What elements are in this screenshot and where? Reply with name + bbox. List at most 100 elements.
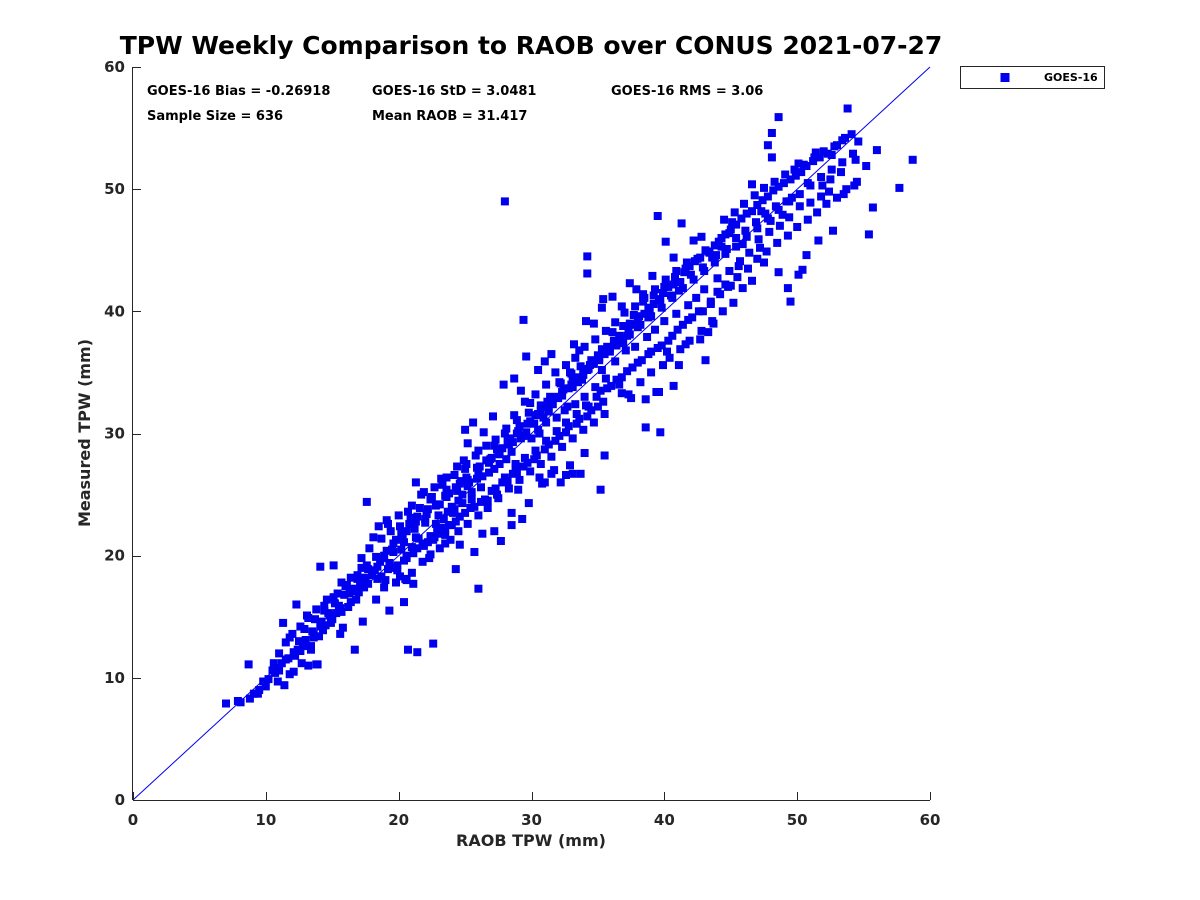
data-point	[738, 284, 747, 293]
data-point	[394, 511, 403, 520]
data-point	[661, 237, 670, 246]
data-point	[668, 331, 677, 340]
data-point	[244, 660, 253, 669]
x-tick-label: 0	[128, 811, 138, 829]
data-point	[641, 395, 650, 404]
x-tick-label: 60	[920, 811, 941, 829]
data-point	[763, 141, 772, 150]
data-point	[612, 375, 621, 384]
data-point	[668, 293, 677, 302]
data-point	[605, 347, 614, 356]
data-point	[451, 517, 460, 526]
data-point	[544, 407, 553, 416]
data-point	[826, 175, 835, 184]
data-point	[556, 379, 565, 388]
data-point	[591, 335, 600, 344]
data-point	[674, 361, 683, 370]
data-point	[524, 499, 533, 508]
data-point	[453, 462, 462, 471]
data-point	[601, 326, 610, 335]
data-point	[427, 493, 436, 501]
data-point	[591, 383, 600, 392]
data-point	[356, 581, 365, 589]
data-point	[288, 629, 297, 638]
data-point	[797, 168, 806, 177]
data-point	[385, 606, 394, 615]
data-point	[854, 137, 863, 146]
data-point	[491, 435, 500, 444]
data-point	[259, 677, 268, 686]
data-point	[868, 203, 877, 212]
stat-bias: GOES-16 Bias = -0.26918	[147, 84, 330, 99]
data-point	[647, 368, 656, 377]
data-point	[862, 162, 871, 170]
data-point	[523, 419, 532, 428]
data-point	[498, 478, 507, 487]
data-point	[672, 309, 681, 318]
data-point	[629, 311, 638, 319]
data-point	[526, 467, 535, 476]
data-point	[384, 565, 392, 574]
data-point	[500, 429, 509, 438]
data-point	[437, 474, 446, 483]
data-point	[554, 392, 563, 401]
data-point	[381, 576, 390, 585]
data-point	[358, 617, 367, 626]
data-point	[592, 392, 601, 401]
data-point	[386, 527, 395, 536]
data-point	[293, 645, 302, 654]
data-point	[564, 384, 573, 393]
data-point	[589, 418, 598, 427]
data-point	[442, 473, 451, 482]
data-point	[429, 639, 438, 648]
data-point	[370, 566, 379, 575]
data-point	[449, 508, 458, 517]
data-point	[320, 606, 329, 615]
data-point	[551, 368, 560, 377]
data-point	[547, 395, 556, 404]
data-point	[289, 667, 298, 676]
data-point	[829, 226, 837, 235]
data-point	[663, 347, 671, 356]
data-point	[838, 158, 847, 167]
data-point	[748, 180, 756, 189]
data-point	[471, 451, 480, 460]
data-point	[321, 621, 330, 630]
data-point	[396, 522, 404, 531]
data-point	[369, 533, 378, 542]
data-point	[783, 284, 792, 293]
data-point	[664, 336, 673, 345]
data-point	[710, 258, 719, 267]
data-point	[316, 562, 325, 571]
data-point	[507, 447, 516, 456]
data-point	[717, 242, 726, 251]
data-point	[455, 512, 464, 521]
data-point	[817, 192, 826, 201]
data-point	[291, 651, 300, 660]
data-point	[579, 425, 588, 434]
data-point	[377, 534, 386, 543]
data-point	[575, 414, 584, 423]
data-point	[756, 243, 764, 252]
data-point	[580, 392, 589, 401]
data-point	[742, 209, 751, 218]
data-point	[309, 631, 318, 640]
data-point	[425, 554, 434, 563]
data-point	[372, 595, 381, 604]
data-point	[434, 511, 443, 520]
y-axis-ticks: 0 10 20 30 40 50 60	[104, 58, 141, 809]
data-point	[552, 413, 561, 422]
data-point	[269, 659, 278, 668]
data-point	[750, 191, 759, 200]
data-point	[439, 515, 448, 523]
data-point	[778, 210, 787, 219]
data-point	[781, 170, 790, 179]
data-point	[547, 452, 556, 461]
data-point	[461, 464, 470, 473]
data-point	[368, 571, 377, 580]
data-point	[510, 411, 519, 420]
data-point	[774, 113, 783, 122]
data-point	[435, 544, 444, 553]
data-point	[580, 449, 589, 457]
data-point	[697, 326, 706, 335]
